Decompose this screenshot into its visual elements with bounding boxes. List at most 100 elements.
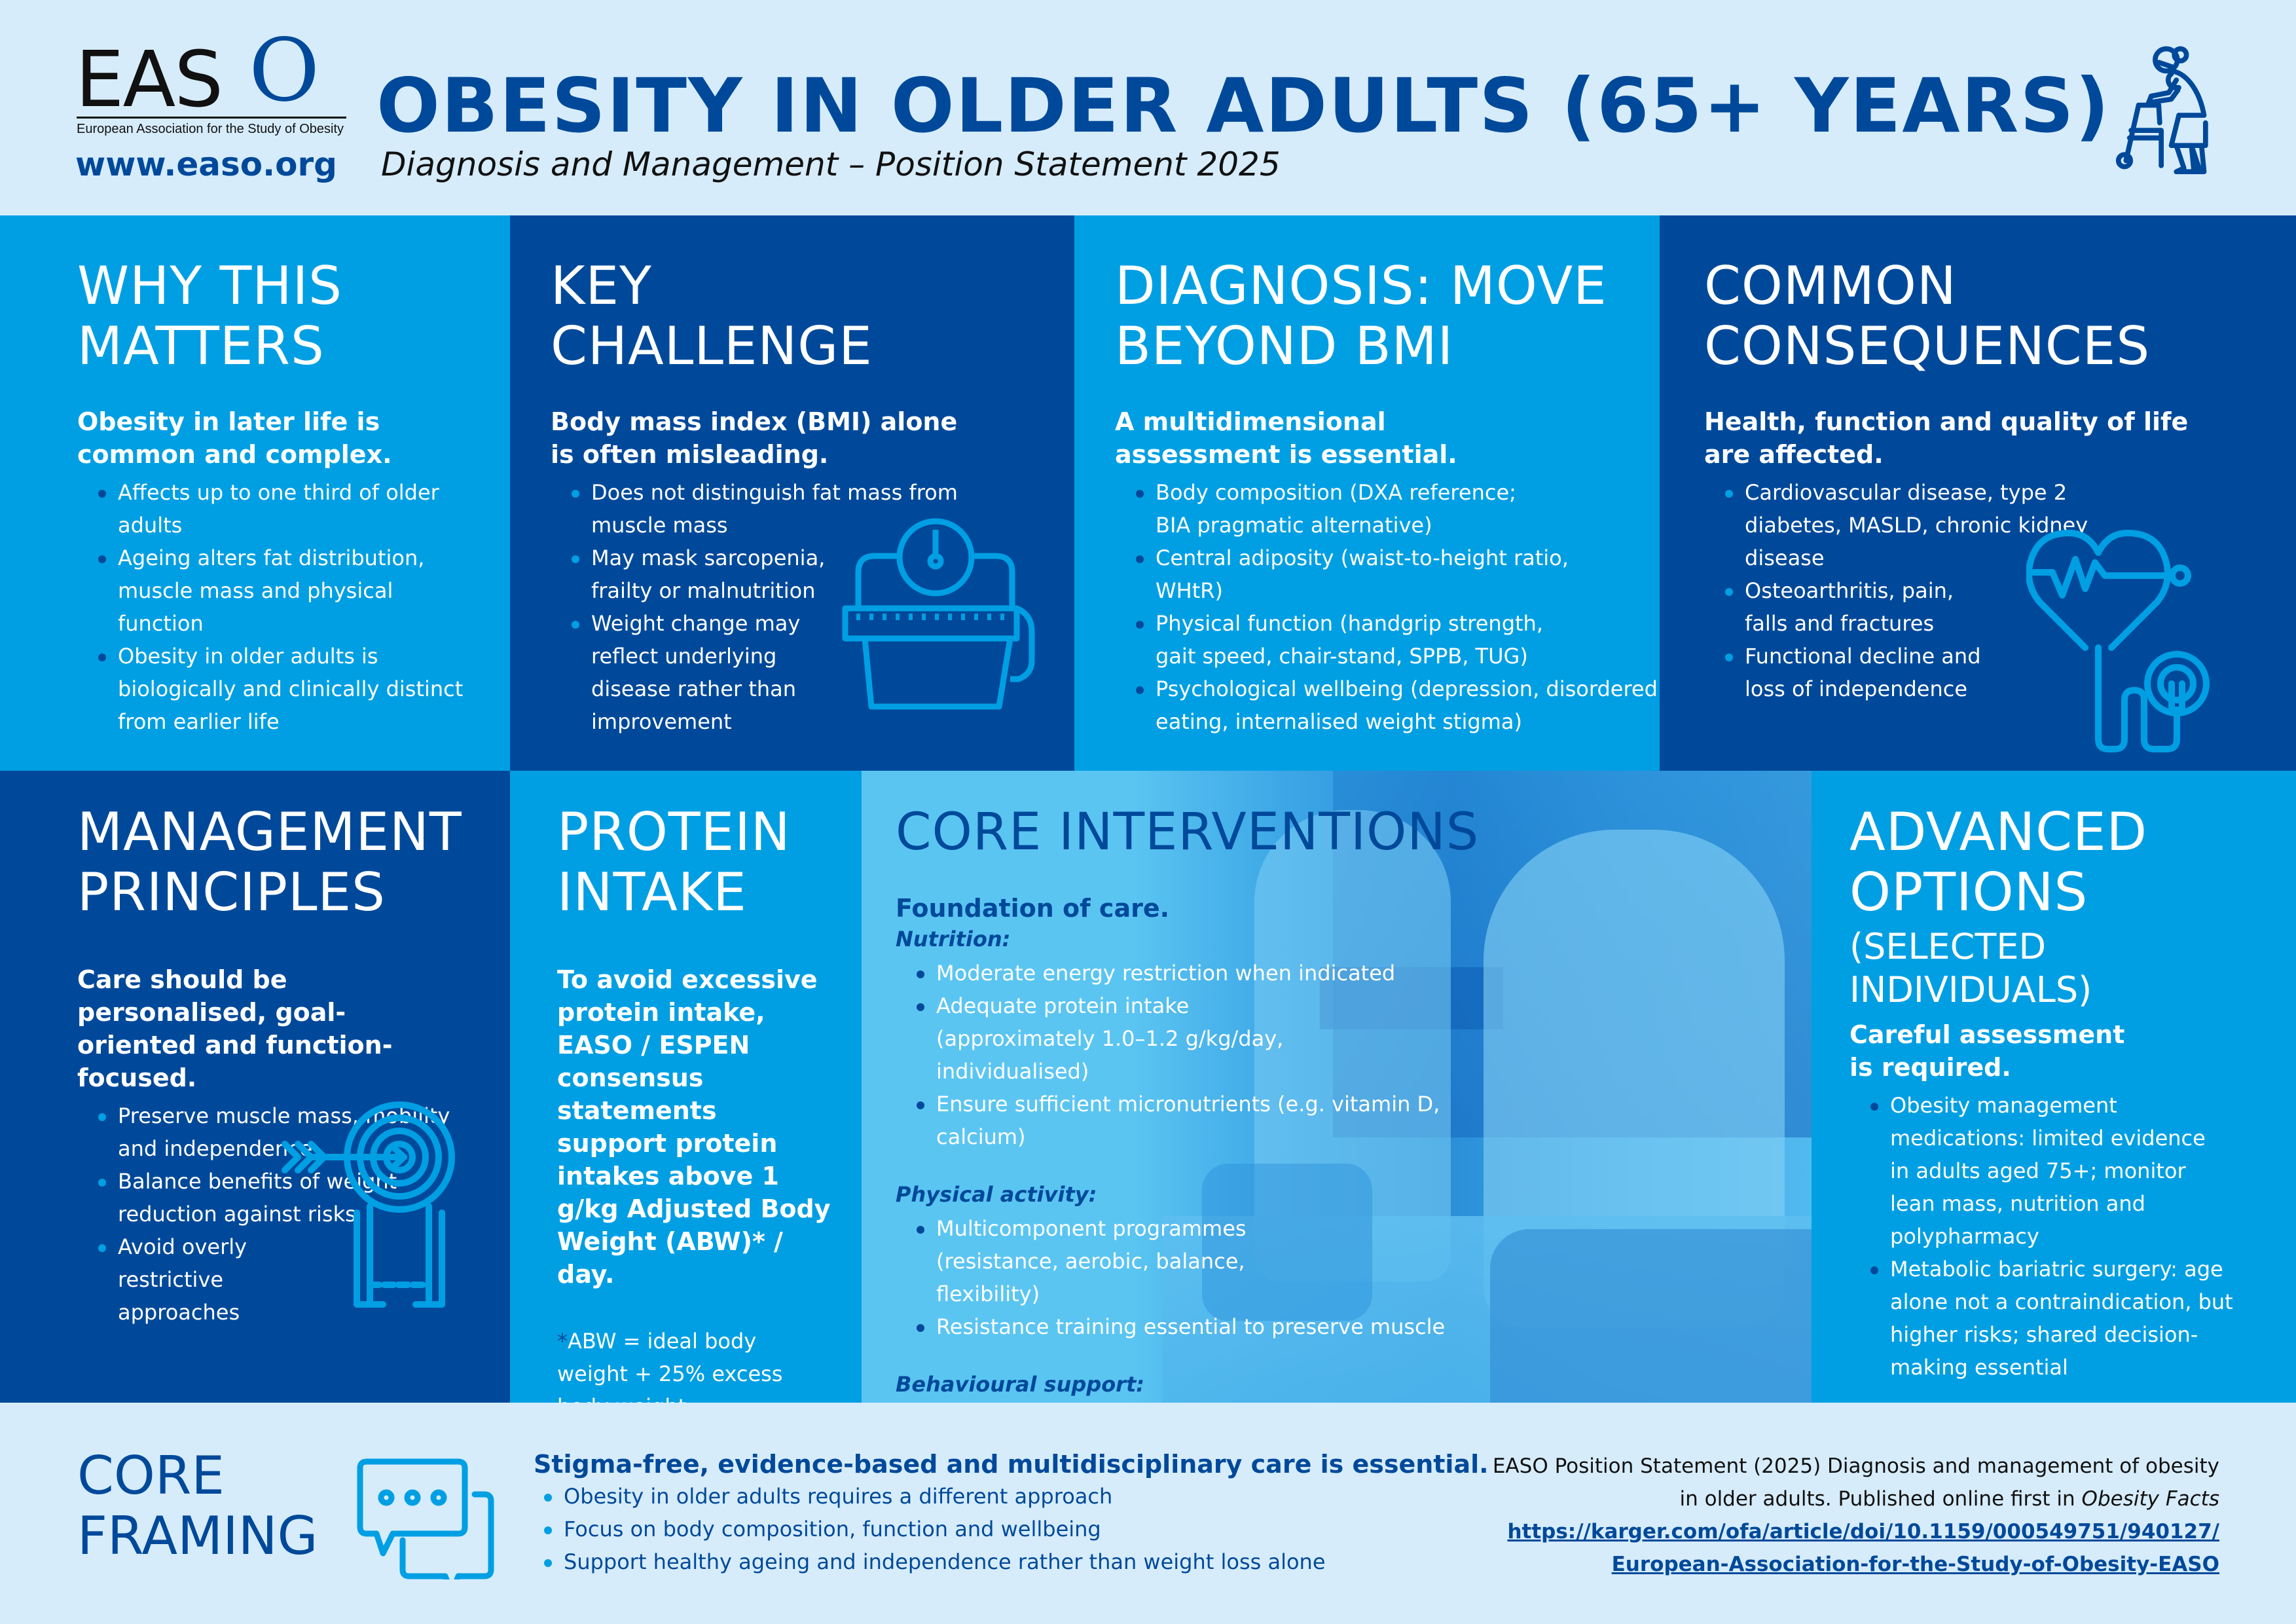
panel-protein-intake: PROTEIN INTAKE To avoid excessive protein…	[510, 771, 862, 1419]
list-item: Moderate energy restriction when indicat…	[917, 957, 1525, 989]
title-line-1: CORE	[77, 1445, 225, 1506]
list-item: Ensure sufficient micronutrients (e.g. v…	[917, 1088, 1525, 1153]
section-label-physical-activity: Physical activity:	[896, 1182, 1097, 1207]
reference-text: in older adults. Published online first …	[1679, 1487, 2082, 1511]
title-line-1: PROTEIN	[557, 802, 791, 862]
panel-title: KEY CHALLENGE	[551, 256, 1035, 377]
photo-vegetables	[1490, 1229, 1812, 1403]
list-item: Body composition (DXA reference; BIA pra…	[1136, 476, 1522, 542]
core-interventions-content: CORE INTERVENTIONS Foundation of care. N…	[896, 802, 1550, 1403]
list-item: Weight change may reflect underlying dis…	[572, 607, 807, 738]
footer-title: CORE FRAMING	[77, 1446, 318, 1566]
list-item: Obesity in older adults is biologically …	[98, 640, 477, 738]
photo-pot	[1202, 1164, 1372, 1321]
list-item: May mask sarcopenia, frailty or malnutri…	[572, 542, 827, 607]
panel-subtitle: Care should be personalised, goal-orient…	[77, 965, 393, 1092]
panel-subtitle: Foundation of care.	[896, 894, 1170, 923]
reference-citation: EASO Position Statement (2025) Diagnosis…	[1434, 1450, 2219, 1581]
list-item: Avoid overly restrictive approaches	[98, 1230, 249, 1329]
list-item: Central adiposity (waist-to-height ratio…	[1136, 542, 1575, 607]
header: EAS O European Association for the Study…	[0, 0, 2296, 215]
list-item: Psychological wellbeing (depression, dis…	[1136, 673, 1660, 738]
reference-link-line-1[interactable]: https://karger.com/ofa/article/doi/10.11…	[1507, 1520, 2219, 1543]
title-line-2: PRINCIPLES	[77, 862, 386, 923]
list-item: Functional decline and loss of independe…	[1725, 640, 1987, 705]
panel-core-interventions: CORE INTERVENTIONS Foundation of care. N…	[862, 771, 1812, 1403]
panel-title: DIAGNOSIS: MOVE BEYOND BMI	[1115, 256, 1640, 377]
list-item: Affects up to one third of older adults	[98, 476, 477, 542]
panel-title: PROTEIN INTAKE	[557, 802, 842, 923]
list-item: Does not distinguish fat mass from muscl…	[572, 476, 971, 542]
title-line-2: OPTIONS	[1850, 862, 2088, 923]
footnote-asterisk: *	[557, 1329, 568, 1354]
list-item: Focus on body composition, function and …	[544, 1513, 1326, 1545]
bullet-list: Cardiovascular disease, type 2 diabetes,…	[1704, 476, 2203, 705]
panel-management-principles: MANAGEMENT PRINCIPLES Care should be pers…	[0, 771, 510, 1403]
logo-tagline: European Association for the Study of Ob…	[77, 122, 344, 136]
title-line-2: INTAKE	[557, 862, 747, 923]
panel-title-qualifier: (SELECTED INDIVIDUALS)	[1850, 925, 2276, 1012]
bullet-list-nutrition: Moderate energy restriction when indicat…	[896, 957, 1525, 1153]
title-line-2: CHALLENGE	[551, 316, 873, 377]
page-subtitle: Diagnosis and Management – Position Stat…	[381, 145, 1281, 183]
panel-advanced-options: ADVANCED OPTIONS (SELECTED INDIVIDUALS) Ca…	[1812, 771, 2296, 1403]
elderly-person-with-walker-icon	[2098, 28, 2229, 188]
protein-recommendation: To avoid excessive protein intake, EASO …	[557, 965, 831, 1289]
bullet-list: Does not distinguish fat mass from muscl…	[551, 476, 971, 738]
footer-bullet-list: Obesity in older adults requires a diffe…	[534, 1480, 1326, 1578]
logo-o-letter: O	[249, 20, 320, 121]
section-label-behavioural-support: Behavioural support:	[896, 1372, 1145, 1397]
panel-title: MANAGEMENT PRINCIPLES	[77, 802, 490, 923]
title-line-2: CONSEQUENCES	[1704, 316, 2151, 377]
logo-divider	[77, 117, 346, 119]
title-line-1: WHY THIS	[77, 255, 342, 316]
panel-common-consequences: COMMON CONSEQUENCES Health, function and …	[1660, 215, 2296, 771]
list-item: Cardiovascular disease, type 2 diabetes,…	[1725, 476, 2157, 574]
panel-subtitle: Health, function and quality of life are…	[1704, 407, 2189, 469]
panel-subtitle: Careful assessment is required.	[1850, 1020, 2125, 1082]
title-line-2: FRAMING	[77, 1505, 318, 1566]
panel-title: CORE INTERVENTIONS	[896, 803, 1480, 862]
panel-title: ADVANCED OPTIONS	[1850, 802, 2276, 923]
chat-bubbles-icon	[354, 1455, 511, 1596]
reference-link[interactable]: https://karger.com/ofa/article/doi/10.11…	[1434, 1515, 2219, 1581]
bullet-list: Obesity management medications: limited …	[1850, 1089, 2283, 1384]
title-line-4: INDIVIDUALS)	[1850, 969, 2092, 1010]
logo-letters: EAS	[75, 34, 223, 124]
list-item: Metabolic bariatric surgery: age alone n…	[1870, 1253, 2244, 1384]
title-line-3: (SELECTED	[1850, 926, 2047, 967]
footer-lead: Stigma-free, evidence-based and multidis…	[534, 1450, 1489, 1479]
title-line-2: MATTERS	[77, 316, 325, 377]
list-item: Osteoarthritis, pain, falls and fracture…	[1725, 574, 1967, 640]
panel-subtitle: Obesity in later life is common and comp…	[77, 407, 392, 469]
reference-line-1: EASO Position Statement (2025) Diagnosis…	[1492, 1454, 2219, 1478]
list-item: Obesity management medications: limited …	[1870, 1089, 2217, 1253]
title-line-2: BEYOND BMI	[1115, 316, 1454, 377]
title-line-1: DIAGNOSIS: MOVE	[1115, 255, 1607, 316]
panel-key-challenge: KEY CHALLENGE Body mass index (BMI) alone…	[510, 215, 1074, 771]
list-item: Adequate protein intake (approximately 1…	[917, 989, 1342, 1088]
list-item: Multicomponent programmes (resistance, a…	[917, 1212, 1342, 1310]
title-line-1: COMMON	[1704, 255, 1957, 316]
reference-line-2: in older adults. Published online first …	[1434, 1483, 2219, 1515]
easo-logo[interactable]: EAS O	[75, 28, 350, 132]
panel-title: WHY THIS MATTERS	[77, 256, 477, 377]
title-line-1: MANAGEMENT	[77, 802, 462, 862]
title-line-1: KEY	[551, 255, 652, 316]
panel-why-this-matters: WHY THIS MATTERS Obesity in later life is…	[0, 215, 510, 771]
list-item: Physical function (handgrip strength, ga…	[1136, 607, 1575, 673]
journal-name: Obesity Facts	[2081, 1487, 2219, 1511]
older-women-cooking-vegetables-photo	[862, 771, 1812, 1403]
bullet-list: Affects up to one third of older adults …	[77, 476, 477, 738]
page-title: OBESITY IN OLDER ADULTS (65+ YEARS)	[376, 62, 2111, 149]
panel-title: COMMON CONSEQUENCES	[1704, 256, 2276, 377]
reference-link-line-2[interactable]: European-Association-for-the-Study-of-Ob…	[1611, 1553, 2219, 1576]
list-item: Resistance training essential to preserv…	[917, 1310, 1525, 1343]
scale-with-tape-measure-icon	[839, 517, 1035, 720]
panel-subtitle: Body mass index (BMI) alone is often mis…	[551, 407, 958, 469]
website-link[interactable]: www.easo.org	[75, 145, 337, 183]
bullet-list-physical-activity: Multicomponent programmes (resistance, a…	[896, 1212, 1525, 1343]
target-with-arrow-icon	[278, 1101, 475, 1318]
list-item: Obesity in older adults requires a diffe…	[544, 1480, 1326, 1513]
section-label-nutrition: Nutrition:	[896, 927, 1011, 951]
